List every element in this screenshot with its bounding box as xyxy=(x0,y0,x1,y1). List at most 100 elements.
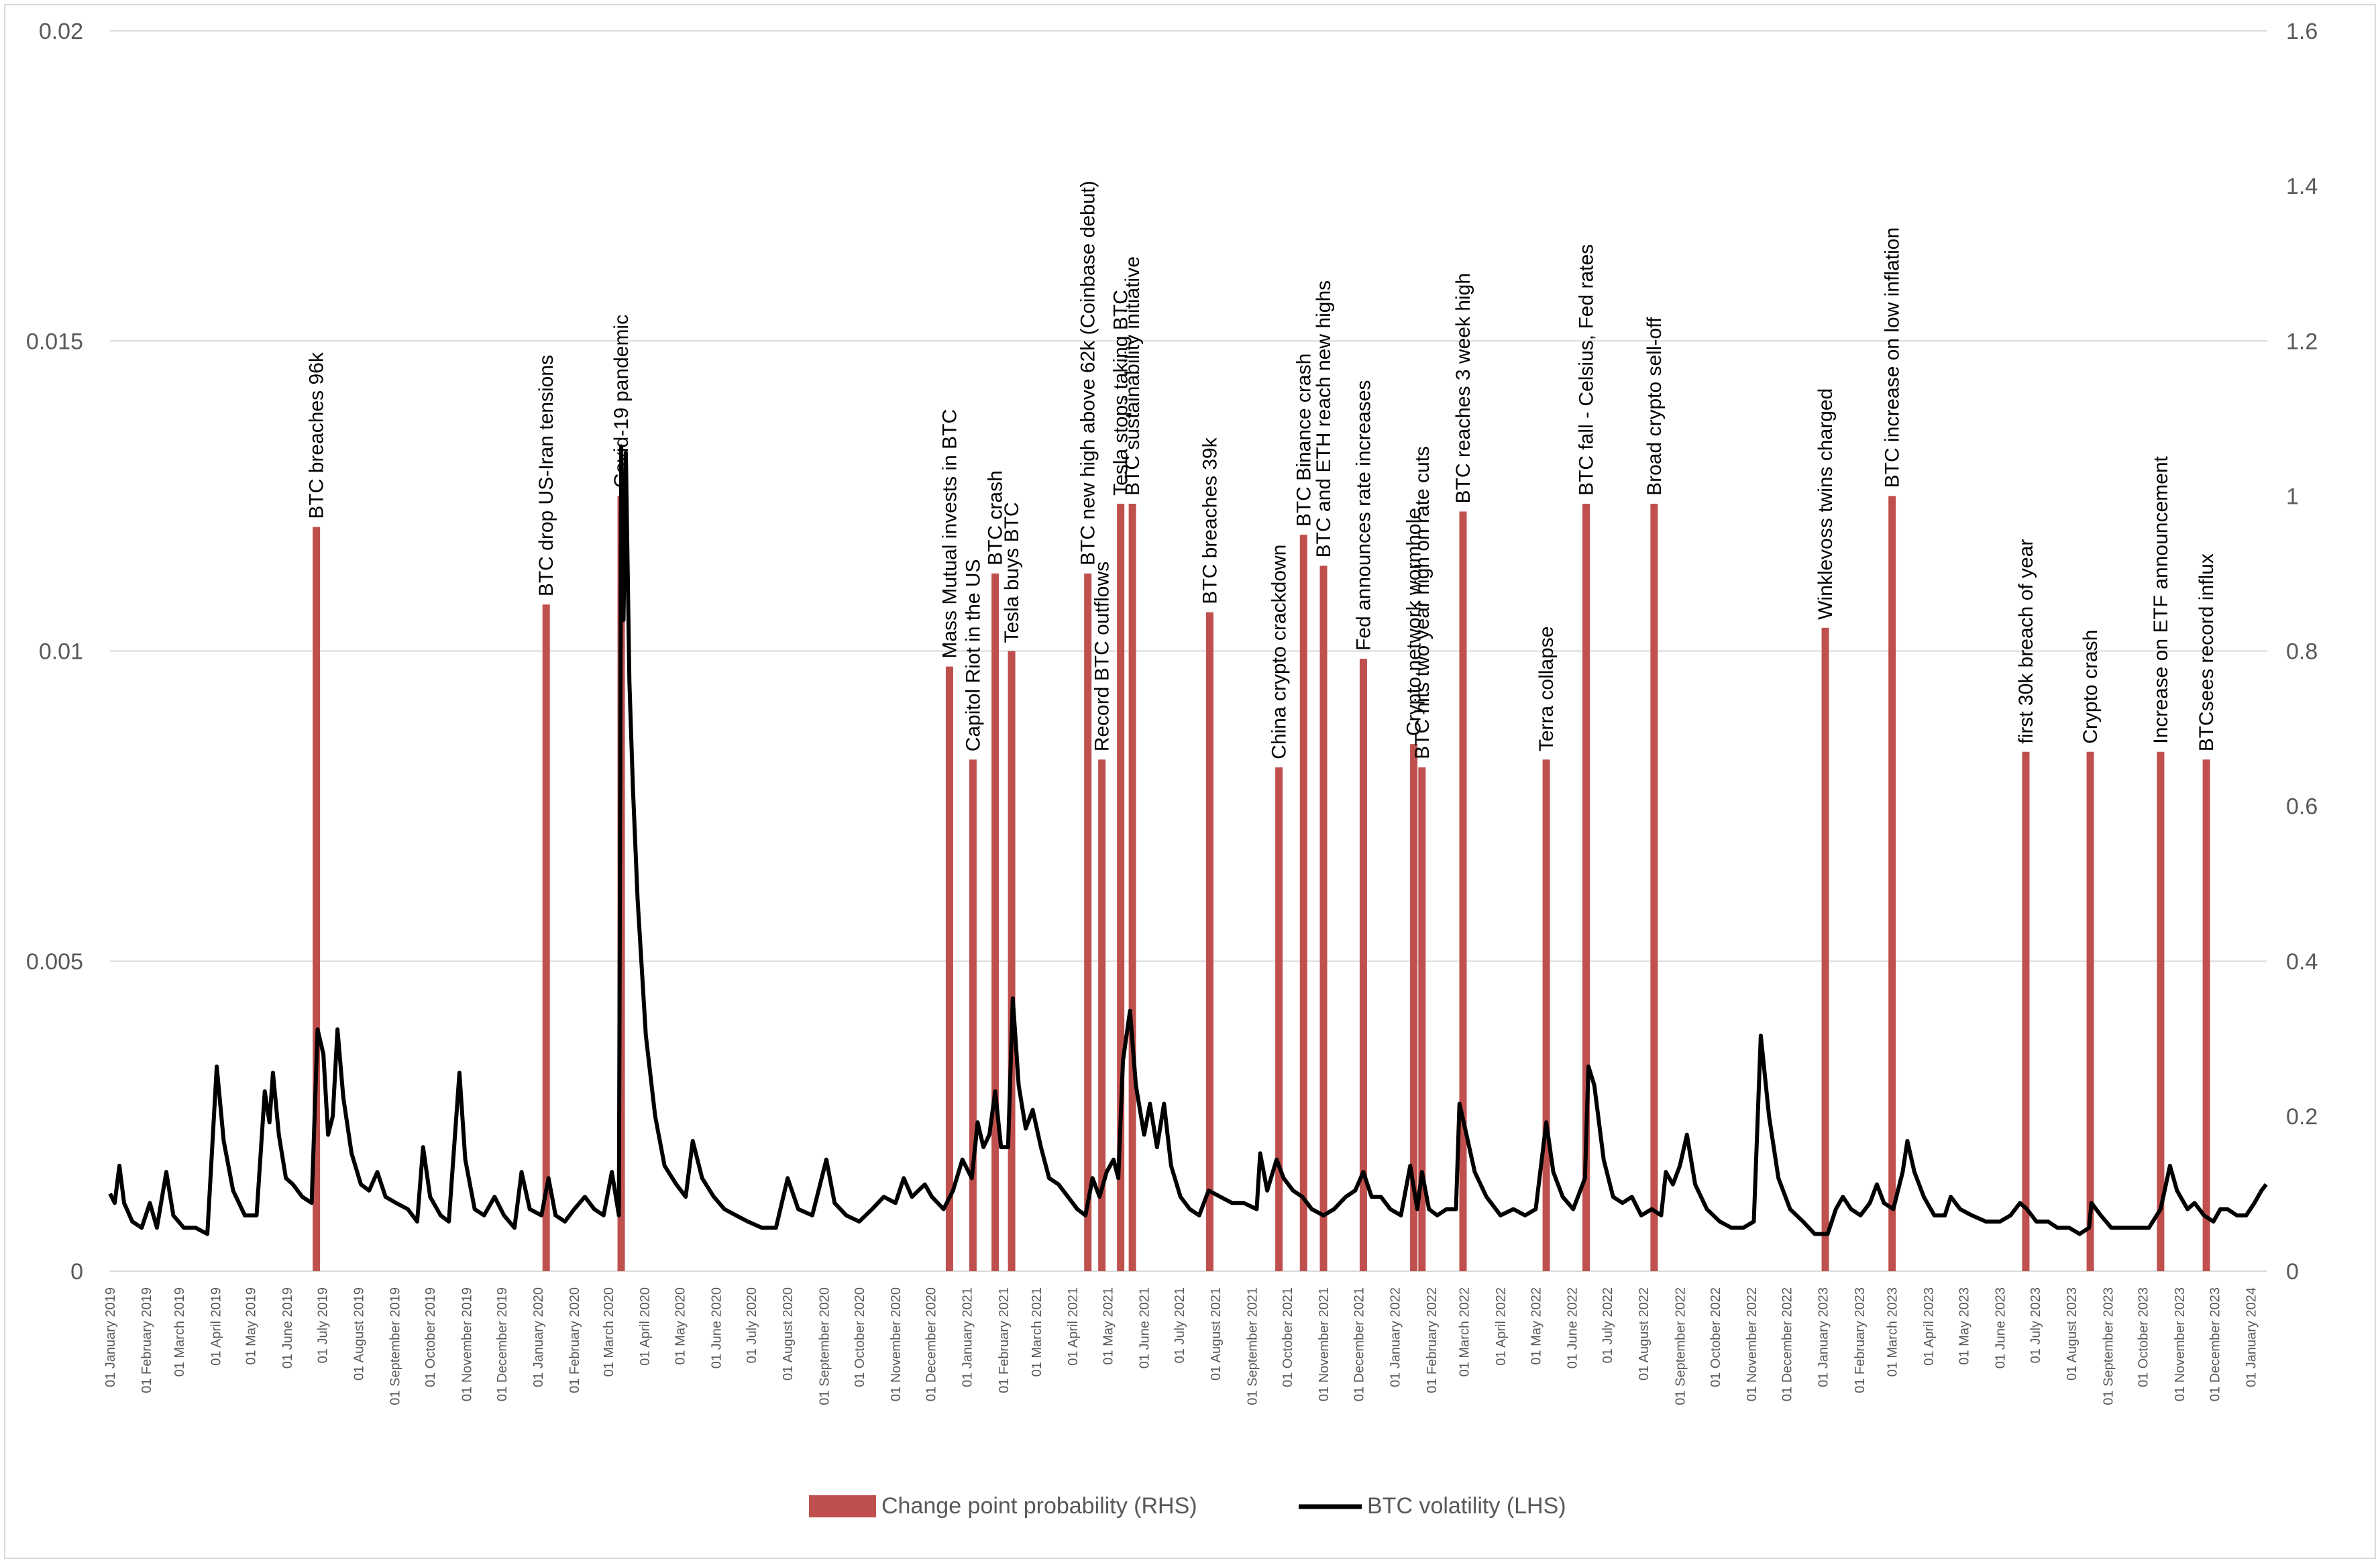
x-axis-tick-label: 01 January 2022 xyxy=(1389,1287,1403,1387)
x-axis-tick-label: 01 September 2019 xyxy=(388,1287,403,1405)
change-point-annotation: Record BTC outflows xyxy=(1091,561,1114,751)
change-point-annotation: Broad crypto sell-off xyxy=(1643,317,1666,496)
x-axis-tick-label: 01 November 2023 xyxy=(2173,1287,2187,1401)
right-axis-tick-label: 0.2 xyxy=(2286,1104,2318,1130)
x-axis-tick-label: 01 March 2023 xyxy=(1886,1287,1900,1377)
chart-frame: 0 0.005 0.01 0.015 0.02 0 0.2 0.4 0.6 0.8 1 1.2 1.4… xyxy=(4,4,2376,1559)
volatility-line-layer xyxy=(108,444,2268,1236)
x-axis-tick-label: 01 December 2022 xyxy=(1780,1287,1794,1401)
legend: Change point probability (RHS) BTC volat… xyxy=(809,1493,1566,1519)
x-axis-tick-label: 01 August 2020 xyxy=(781,1287,796,1381)
change-point-annotation: BTC crash xyxy=(985,470,1007,565)
right-axis-tick-label: 0.4 xyxy=(2286,949,2318,975)
left-axis-tick-label: 0.005 xyxy=(26,949,83,975)
x-axis-tick-label: 01 January 2019 xyxy=(103,1287,118,1387)
x-axis-tick-label: 01 November 2020 xyxy=(889,1287,904,1401)
x-axis-tick-label: 01 January 2020 xyxy=(531,1287,546,1387)
x-axis-tick-label: 01 March 2020 xyxy=(602,1287,616,1377)
change-point-bar xyxy=(1459,511,1467,1271)
change-point-bar xyxy=(313,527,321,1271)
change-point-annotation: BTC increase on low inflation xyxy=(1882,227,1904,488)
change-point-annotation: BTC and ETH reach new highs xyxy=(1313,280,1335,558)
change-point-bar xyxy=(1359,659,1367,1271)
x-axis-tick-label: 01 May 2023 xyxy=(1957,1287,1971,1365)
change-point-bar xyxy=(1117,503,1125,1271)
change-point-bar xyxy=(1888,496,1896,1271)
change-point-bar xyxy=(945,666,953,1271)
change-point-annotation: Capitol Riot in the US xyxy=(962,559,984,751)
x-axis-tick-label: 01 May 2022 xyxy=(1529,1287,1544,1365)
change-point-annotation: Crypto crash xyxy=(2079,630,2102,744)
x-axis-tick-label: 01 July 2020 xyxy=(745,1287,759,1363)
x-axis-tick-label: 01 November 2021 xyxy=(1317,1287,1332,1401)
x-axis-tick-label: 01 December 2019 xyxy=(495,1287,510,1401)
change-point-bar xyxy=(542,604,550,1271)
x-axis-tick-label: 01 April 2023 xyxy=(1922,1287,1937,1366)
change-point-annotation: Increase on ETF announcement xyxy=(2150,455,2172,743)
change-point-annotation: BTC breaches 39k xyxy=(1199,437,1221,604)
right-axis: 0 0.2 0.4 0.6 0.8 1 1.2 1.4 1.6 xyxy=(2286,19,2318,1285)
x-axis-tick-label: 01 November 2022 xyxy=(1745,1287,1760,1401)
change-point-annotation: BTC fall - Celsius, Fed rates xyxy=(1576,244,1598,496)
change-point-bar xyxy=(2086,751,2094,1271)
x-axis-tick-label: 01 June 2019 xyxy=(280,1287,295,1368)
legend-label-line: BTC volatility (LHS) xyxy=(1367,1493,1566,1519)
x-axis-tick-label: 01 April 2019 xyxy=(209,1287,223,1366)
change-point-bar xyxy=(1582,503,1590,1271)
change-point-bar xyxy=(2157,751,2165,1271)
x-axis-tick-label: 01 November 2019 xyxy=(459,1287,474,1401)
change-point-bar xyxy=(1319,565,1328,1271)
left-axis-tick-label: 0.01 xyxy=(39,639,83,665)
right-axis-tick-label: 0.8 xyxy=(2286,639,2318,665)
annotations: BTC breaches 96k BTC drop US-Iran tension… xyxy=(306,180,2218,759)
right-axis-tick-label: 1.2 xyxy=(2286,329,2318,354)
legend-swatch-bar xyxy=(809,1495,876,1517)
change-point-bar xyxy=(1542,759,1550,1271)
x-axis-tick-label: 01 December 2021 xyxy=(1352,1287,1366,1401)
x-axis-tick-label: 01 April 2021 xyxy=(1066,1287,1081,1366)
volatility-line xyxy=(108,444,2268,1236)
left-axis: 0 0.005 0.01 0.015 0.02 xyxy=(26,19,83,1285)
change-point-annotation: BTC Binance crash xyxy=(1293,354,1315,527)
change-point-annotation: Winklevoss twins charged xyxy=(1815,388,1837,620)
x-axis-tick-label: 01 September 2023 xyxy=(2101,1287,2116,1405)
left-axis-tick-label: 0.02 xyxy=(39,19,83,44)
x-axis-tick-label: 01 March 2022 xyxy=(1458,1287,1472,1377)
x-axis-tick-label: 01 August 2021 xyxy=(1209,1287,1224,1381)
x-axis-tick-label: 01 October 2020 xyxy=(853,1287,867,1387)
change-point-bar xyxy=(1650,503,1658,1271)
x-axis-tick-label: 01 May 2020 xyxy=(673,1287,688,1365)
change-point-bar xyxy=(1205,612,1213,1271)
x-axis-tick-label: 01 May 2019 xyxy=(244,1287,259,1365)
change-point-bar xyxy=(1410,744,1418,1271)
x-axis-tick-label: 01 March 2021 xyxy=(1030,1287,1044,1377)
change-point-annotation: Mass Mutual invests in BTC xyxy=(938,409,961,659)
x-axis-tick-label: 01 May 2021 xyxy=(1101,1287,1116,1365)
x-axis-tick-label: 01 July 2023 xyxy=(2029,1287,2043,1363)
x-axis-tick-label: 01 July 2019 xyxy=(315,1287,330,1363)
x-axis-tick-label: 01 January 2024 xyxy=(2244,1287,2259,1387)
x-axis-tick-label: 01 June 2021 xyxy=(1138,1287,1152,1368)
change-point-bar xyxy=(1821,627,1829,1271)
x-axis-tick-label: 01 August 2019 xyxy=(352,1287,367,1381)
x-axis-tick-label: 01 September 2022 xyxy=(1673,1287,1688,1405)
change-point-annotation: BTC breaches 96k xyxy=(306,352,328,519)
x-axis-tick-label: 01 September 2020 xyxy=(817,1287,832,1405)
change-point-annotation: BTC sustainability initiative xyxy=(1122,256,1144,496)
x-axis-tick-label: 01 February 2023 xyxy=(1853,1287,1868,1393)
x-axis-tick-label: 01 February 2020 xyxy=(567,1287,582,1393)
change-point-bar xyxy=(1008,651,1016,1271)
change-point-annotation: first 30k breach of year xyxy=(2015,539,2037,744)
change-point-annotation: BTC new high above 62k (Coinbase debut) xyxy=(1077,180,1099,565)
change-point-annotation: Tesla stops taking BTC xyxy=(1110,290,1132,496)
x-axis-tick-label: 01 March 2019 xyxy=(172,1287,187,1377)
x-axis-tick-label: 01 October 2022 xyxy=(1709,1287,1723,1387)
change-point-bars xyxy=(313,496,2210,1271)
x-axis-tick-label: 01 February 2021 xyxy=(997,1287,1012,1393)
change-point-bar xyxy=(1275,767,1283,1271)
x-axis-tick-label: 01 February 2022 xyxy=(1425,1287,1440,1393)
x-axis-tick-label: 01 December 2023 xyxy=(2208,1287,2222,1401)
change-point-annotation: BTC reaches 3 week high xyxy=(1452,273,1474,504)
x-axis-tick-label: 01 April 2022 xyxy=(1494,1287,1509,1366)
x-axis-tick-label: 01 December 2020 xyxy=(924,1287,938,1401)
